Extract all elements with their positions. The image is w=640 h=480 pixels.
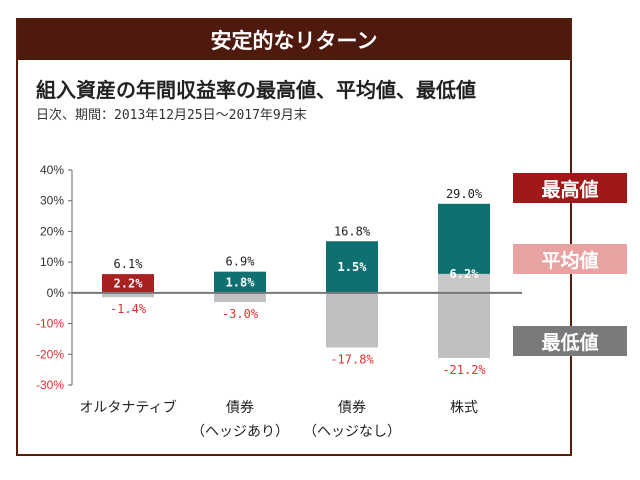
bar-min: [326, 292, 378, 348]
bar-min: [102, 292, 154, 298]
y-tick-label: 20%: [40, 224, 64, 238]
mean-value-label: 1.5%: [338, 260, 368, 274]
y-tick-label: 10%: [40, 255, 64, 269]
min-value-label: -1.4%: [110, 302, 147, 316]
max-value-label: 6.1%: [114, 257, 144, 271]
legend-mean-label: 平均値: [541, 249, 599, 272]
category-label: 債券: [338, 400, 366, 416]
mean-value-label: 2.2%: [114, 276, 144, 290]
max-value-label: 6.9%: [226, 255, 256, 269]
category-sublabel: （ヘッジあり）: [191, 424, 289, 440]
legend-mean: 平均値: [513, 244, 627, 274]
legend-max: 最高値: [513, 173, 627, 203]
banner-title: 安定的なリターン: [18, 20, 570, 60]
legend-min: 最低値: [513, 326, 627, 356]
bar-max: [326, 241, 378, 293]
category-label: 株式: [450, 400, 478, 416]
legend-max-label: 最高値: [541, 178, 599, 201]
y-tick-label: 40%: [40, 163, 64, 177]
chart-subtitle: 日次、期間：2013年12月25日～2017年9月末: [36, 108, 307, 123]
y-tick-label: -20%: [36, 347, 64, 361]
y-tick-label: 0%: [47, 286, 65, 300]
legend-min-label: 最低値: [541, 331, 599, 354]
bar-min: [438, 292, 490, 358]
max-value-label: 29.0%: [446, 187, 483, 201]
bar-mean: [438, 273, 490, 293]
max-value-label: 16.8%: [334, 224, 371, 238]
min-value-label: -3.0%: [222, 307, 259, 321]
category-label: 債券: [226, 400, 254, 416]
y-tick-label: -30%: [36, 378, 64, 392]
min-value-label: -21.2%: [442, 363, 486, 377]
category-label: オルタナティブ: [79, 399, 176, 416]
bar-max: [102, 274, 154, 293]
category-sublabel: （ヘッジなし）: [303, 424, 401, 440]
mean-value-label: 1.8%: [226, 275, 256, 289]
mean-value-label: 6.2%: [450, 267, 480, 281]
min-value-label: -17.8%: [330, 353, 374, 367]
y-tick-label: 30%: [40, 194, 64, 208]
bar-max: [214, 271, 266, 293]
y-tick-label: -10%: [36, 317, 64, 331]
bar-min: [214, 292, 266, 303]
chart-title: 組入資産の年間収益率の最高値、平均値、最低値: [36, 78, 476, 102]
